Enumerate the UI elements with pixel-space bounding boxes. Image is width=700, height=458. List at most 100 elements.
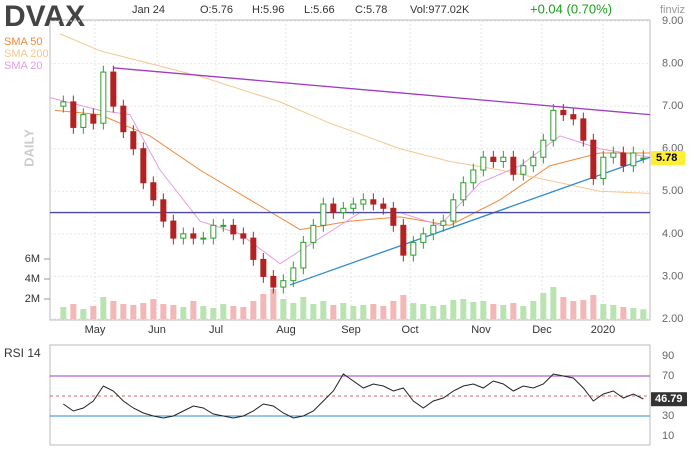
candle-body — [130, 131, 137, 150]
legend-entry: SMA 50 — [4, 36, 43, 48]
y-tick-label: 5.00 — [662, 185, 683, 197]
volume-bar — [120, 304, 127, 319]
volume-bar — [320, 301, 327, 319]
low: L:5.66 — [304, 4, 335, 16]
last-price-label: 5.78 — [656, 152, 677, 164]
volume-bar — [640, 309, 647, 319]
volume-bar — [80, 309, 87, 319]
legend-entry: SMA 20 — [4, 60, 43, 72]
candle-body — [390, 207, 397, 226]
y-tick-label: 7.00 — [662, 100, 683, 112]
y-tick-label: 2.00 — [662, 313, 683, 325]
candle-body — [220, 224, 227, 227]
candle-body — [230, 224, 237, 235]
moving-average — [54, 109, 650, 231]
legend-entry: SMA 200 — [4, 48, 49, 60]
volume-bar — [260, 294, 267, 319]
y-tick-label: 9.00 — [662, 15, 683, 27]
candle-body — [580, 118, 587, 141]
volume-bar — [620, 307, 627, 319]
y-tick-label: 4.00 — [662, 228, 683, 240]
period-label: DAILY — [21, 129, 36, 167]
volume-bar — [610, 305, 617, 319]
volume-bar — [300, 297, 307, 319]
candle-body — [280, 280, 287, 288]
x-tick-label: Dec — [532, 324, 552, 336]
volume-bar — [440, 305, 447, 319]
volume-bar — [280, 299, 287, 319]
volume-bar — [90, 306, 97, 319]
trendline — [112, 67, 651, 116]
candle-body — [90, 114, 97, 124]
candle-body — [210, 224, 217, 239]
date: Jan 24 — [132, 4, 165, 16]
candle-body — [640, 157, 647, 160]
candle-body — [310, 224, 317, 243]
volume-bar — [100, 297, 107, 319]
volume-bar — [140, 303, 147, 319]
candle-body — [430, 224, 437, 235]
volume-bar — [250, 301, 257, 319]
volume-bar — [480, 301, 487, 319]
candle-body — [530, 156, 537, 167]
rsi-line — [63, 373, 644, 419]
volume-bar — [130, 305, 137, 319]
candle-body — [380, 203, 387, 209]
candle-body — [460, 182, 467, 201]
volume-bar — [330, 305, 337, 319]
volume-bar — [220, 304, 227, 319]
x-tick-label: Nov — [471, 324, 491, 336]
rsi-tick-label: 90 — [662, 350, 674, 362]
candle-body — [440, 220, 447, 226]
candle-body — [620, 152, 627, 167]
volume-bar — [380, 306, 387, 319]
volume-bar — [530, 301, 537, 319]
volume-bar — [210, 308, 217, 319]
candle-body — [630, 152, 637, 167]
candle-body — [70, 101, 77, 128]
volume-bar — [240, 307, 247, 319]
candle-body — [420, 233, 427, 243]
candle-body — [540, 139, 547, 158]
volume: Vol:977.02K — [410, 4, 470, 16]
volume-bar — [580, 300, 587, 319]
moving-average — [49, 97, 651, 265]
volume-tick-label: 4M — [25, 273, 40, 285]
candle-body — [360, 199, 367, 205]
moving-average — [59, 33, 651, 194]
volume-bar — [310, 304, 317, 319]
volume-bar — [340, 303, 347, 319]
candle-body — [260, 258, 267, 277]
volume-bar — [170, 305, 177, 319]
rsi-tick-label: 70 — [662, 370, 674, 382]
volume-bar — [400, 295, 407, 319]
candle-body — [200, 237, 207, 240]
candle-body — [180, 233, 187, 239]
x-tick-label: Oct — [401, 324, 418, 336]
volume-bar — [190, 301, 197, 319]
brand: finviz — [660, 4, 685, 16]
candle-body — [320, 203, 327, 226]
volume-bar — [70, 304, 77, 319]
rsi-tick-label: 10 — [662, 430, 674, 442]
volume-bar — [460, 299, 467, 319]
volume-bar — [560, 297, 567, 319]
candle-body — [300, 241, 307, 269]
volume-bar — [500, 305, 507, 319]
volume-bar — [430, 306, 437, 319]
volume-bar — [470, 302, 477, 319]
candle-body — [410, 241, 417, 256]
rsi-panel — [49, 344, 651, 446]
candle-body — [120, 105, 127, 133]
high: H:5.96 — [252, 4, 284, 16]
volume-bar — [200, 306, 207, 319]
volume-bar — [230, 306, 237, 319]
candle-body — [350, 203, 357, 209]
volume-bar — [520, 306, 527, 319]
ticker: DVAX — [4, 0, 85, 33]
candle-body — [170, 220, 177, 239]
rsi-title: RSI 14 — [4, 346, 41, 360]
volume-bar — [290, 303, 297, 319]
candle-body — [550, 109, 557, 141]
candle-body — [450, 199, 457, 222]
